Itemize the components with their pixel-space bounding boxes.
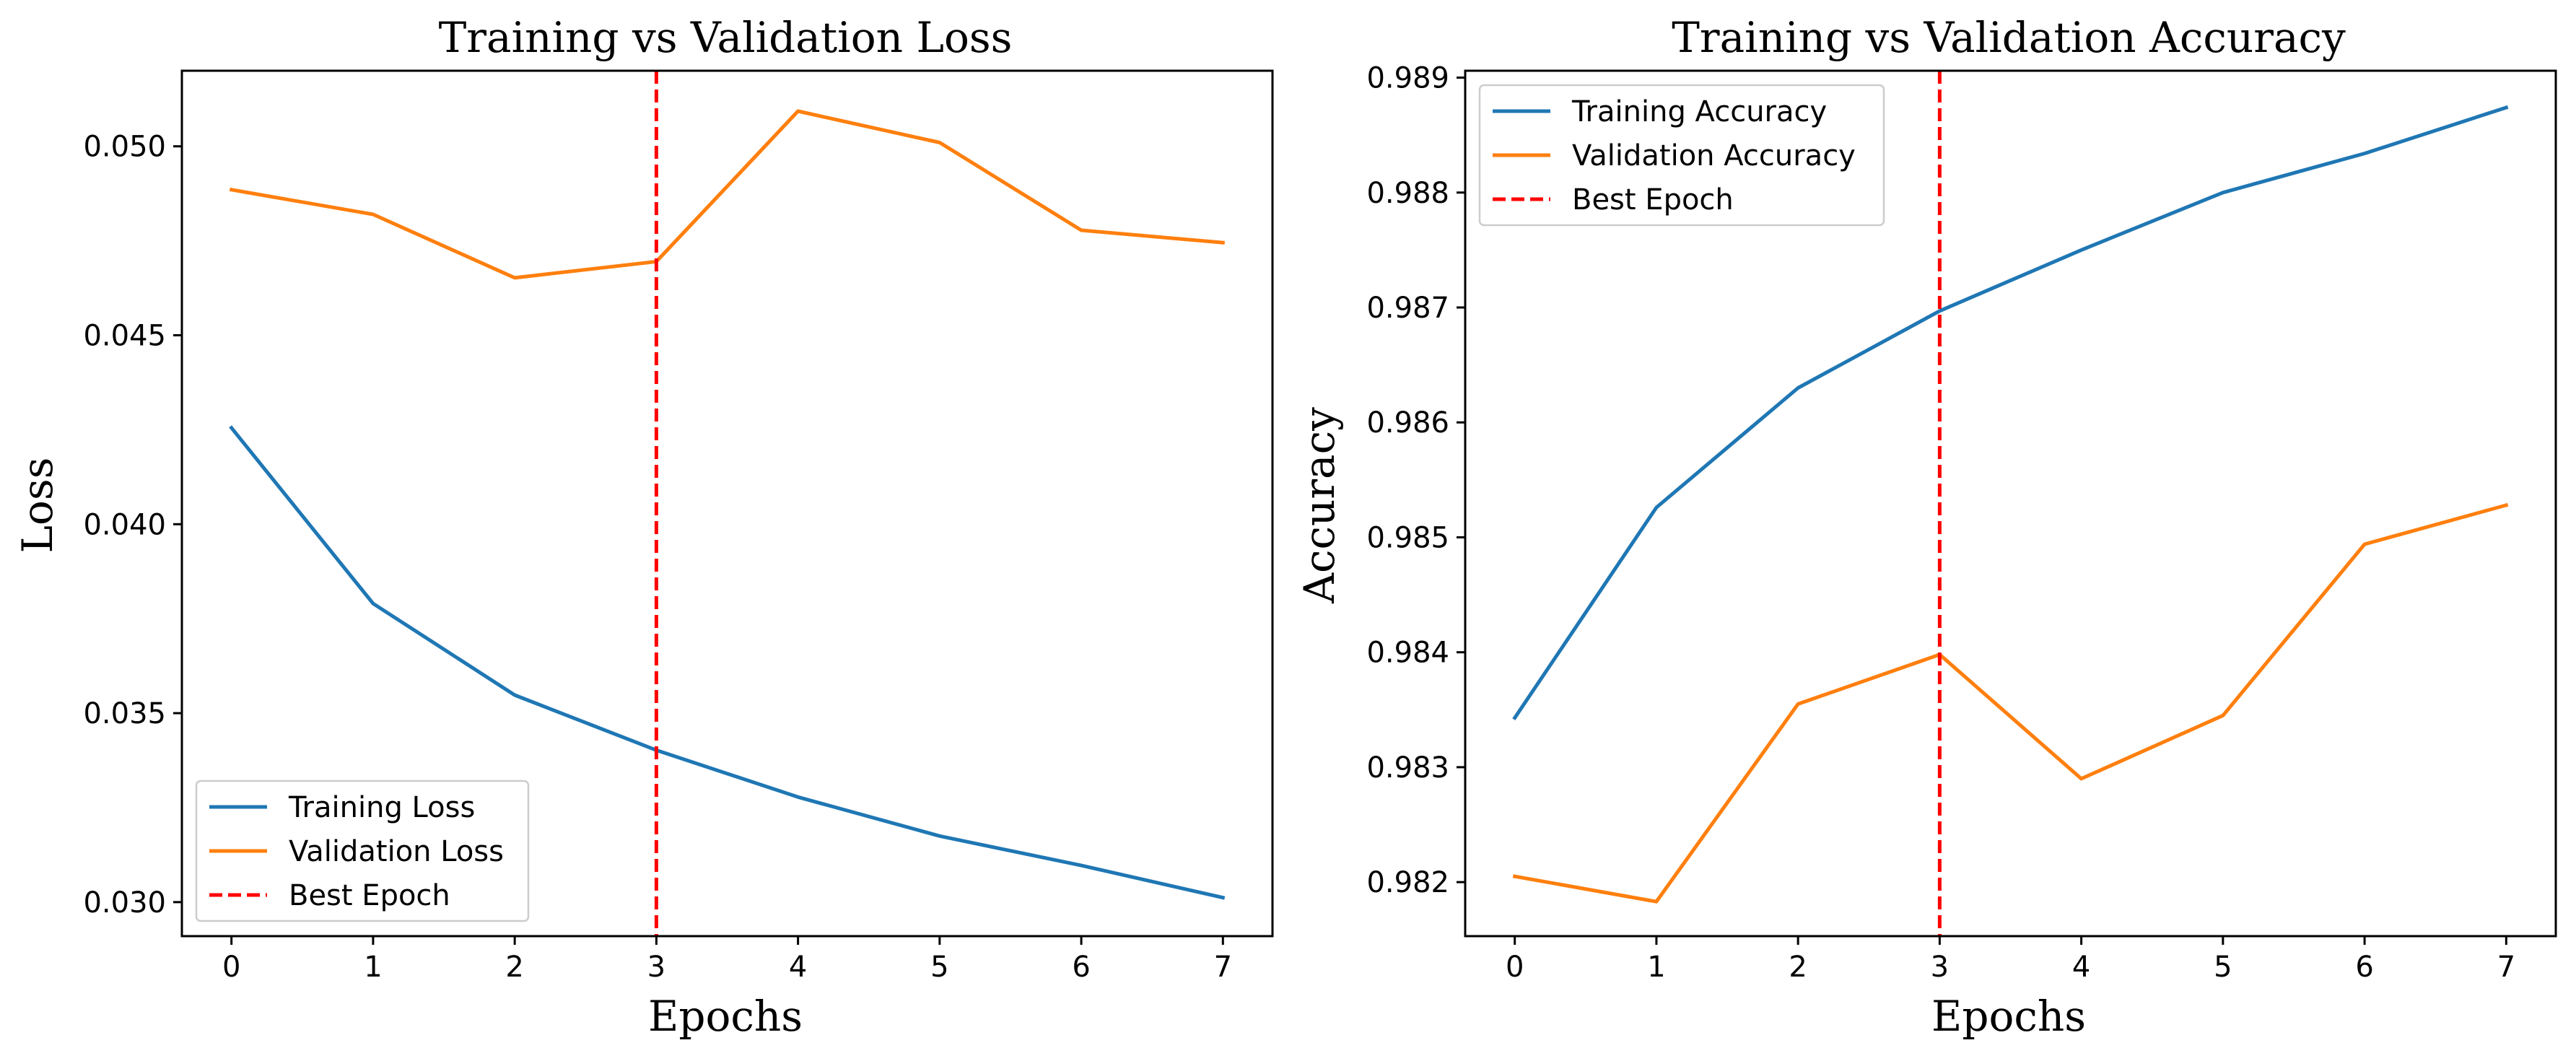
y-axis-label: Loss — [13, 458, 62, 554]
x-tick-label: 6 — [2355, 951, 2373, 984]
legend-entry: Best Epoch — [289, 879, 450, 912]
x-tick-label: 3 — [1931, 951, 1949, 984]
x-tick-label: 5 — [2214, 951, 2232, 984]
legend-box — [195, 780, 530, 922]
y-tick-label: 0.982 — [1366, 866, 1449, 899]
y-axis-label: Accuracy — [1295, 407, 1344, 604]
x-tick-label: 6 — [1072, 951, 1090, 984]
x-tick-label: 2 — [505, 951, 523, 984]
plot-frame — [180, 69, 1274, 938]
plot-frame — [1464, 69, 2557, 938]
chart-title: Training vs Validation Accuracy — [1672, 13, 2346, 62]
legend-entry: Best Epoch — [1572, 183, 1734, 217]
x-axis-label: Epochs — [1931, 992, 2086, 1041]
y-tick-label: 0.040 — [83, 508, 166, 541]
accuracy-chart: Training vs Validation Accuracy Epochs A… — [1295, 13, 2557, 1041]
series-line-training-accuracy — [1512, 105, 2509, 720]
legend-entry: Validation Accuracy — [1572, 139, 1856, 173]
y-tick-label: 0.050 — [83, 131, 166, 164]
y-tick-label: 0.988 — [1366, 177, 1449, 210]
x-tick-label: 5 — [930, 951, 948, 984]
legend: Training Loss Validation Loss Best Epoch — [195, 780, 530, 922]
legend-entry: Training Accuracy — [1571, 95, 1827, 128]
series-line-training-loss — [229, 425, 1226, 900]
x-tick-label: 1 — [364, 951, 382, 984]
plot-area: 0 1 2 3 4 5 6 7 0.982 0.983 0.984 0.985 0.986 0.987 0.… — [1366, 62, 2557, 984]
x-axis-label: Epochs — [648, 992, 803, 1041]
y-tick-label: 0.983 — [1366, 751, 1449, 785]
series-line-validation-loss — [229, 109, 1226, 280]
x-tick-label: 0 — [1506, 951, 1524, 984]
legend-entry: Training Loss — [288, 791, 475, 824]
x-tick-label: 1 — [1647, 951, 1665, 984]
y-tick-label: 0.985 — [1366, 521, 1449, 554]
x-tick-label: 7 — [2497, 951, 2515, 984]
x-tick-label: 4 — [789, 951, 807, 984]
legend: Training Accuracy Validation Accuracy Best… — [1478, 84, 1885, 227]
y-tick-label: 0.986 — [1366, 406, 1449, 440]
x-tick-label: 4 — [2072, 951, 2090, 984]
y-tick-label: 0.035 — [83, 697, 166, 730]
y-tick-label: 0.045 — [83, 320, 166, 353]
legend-entry: Validation Loss — [289, 835, 504, 868]
x-tick-label: 7 — [1214, 951, 1232, 984]
legend-box — [1478, 84, 1885, 227]
y-tick-label: 0.987 — [1366, 292, 1449, 325]
y-tick-label: 0.030 — [83, 886, 166, 920]
plot-area: 0 1 2 3 4 5 6 7 0.030 0.035 0.040 0.045 0.050 Trainin… — [83, 69, 1274, 984]
x-tick-label: 3 — [647, 951, 665, 984]
x-tick-label: 0 — [222, 951, 240, 984]
loss-chart: Training vs Validation Loss Epochs Loss … — [13, 13, 1274, 1041]
y-tick-label: 0.984 — [1366, 637, 1449, 670]
y-tick-label: 0.989 — [1366, 62, 1449, 95]
chart-title: Training vs Validation Loss — [439, 13, 1013, 62]
x-tick-label: 2 — [1789, 951, 1807, 984]
series-line-validation-accuracy — [1512, 502, 2509, 904]
